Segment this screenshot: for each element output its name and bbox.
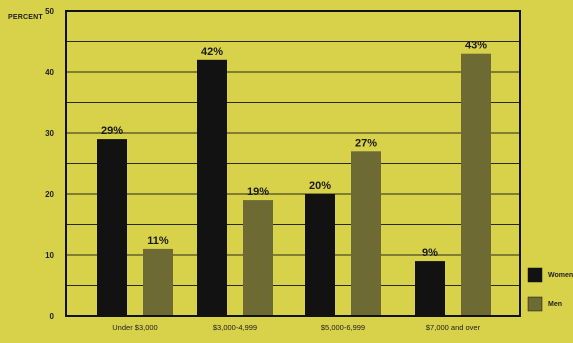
data-label: 19% xyxy=(247,186,269,198)
bar-men xyxy=(351,151,381,316)
legend-label-women: Women xyxy=(548,272,573,279)
y-tick-label: 50 xyxy=(45,7,54,16)
data-label: 11% xyxy=(147,235,169,247)
y-tick-label: 40 xyxy=(45,68,54,77)
plot-frame xyxy=(65,10,521,317)
bar-women xyxy=(415,261,445,316)
data-label: 42% xyxy=(201,46,223,58)
category-label: $7,000 and over xyxy=(426,323,481,332)
legend-swatch-men xyxy=(527,296,543,312)
bar-men xyxy=(243,200,273,316)
category-label: Under $3,000 xyxy=(112,323,157,332)
legend: Women Men xyxy=(527,267,573,312)
data-label: 27% xyxy=(355,137,377,149)
y-tick-label: 0 xyxy=(50,312,55,321)
y-tick-label: 10 xyxy=(45,251,54,260)
data-label: 20% xyxy=(309,180,331,192)
category-label: $5,000-6,999 xyxy=(321,323,365,332)
bar-women xyxy=(97,139,127,316)
legend-label-men: Men xyxy=(548,301,562,308)
data-label: 43% xyxy=(465,40,487,52)
bar-men xyxy=(461,53,491,316)
y-axis-label: PERCENT xyxy=(8,14,43,21)
bar-men xyxy=(143,248,173,316)
data-labels: 29% 11% 42% 19% 20% 27% 9% 43% xyxy=(101,40,487,259)
legend-swatch-women xyxy=(527,267,543,283)
bar-women xyxy=(197,59,227,317)
category-label: $3,000-4,999 xyxy=(213,323,257,332)
data-label: 9% xyxy=(422,247,438,259)
gridlines xyxy=(66,41,520,286)
bars xyxy=(97,53,491,317)
data-label: 29% xyxy=(101,125,123,137)
category-labels: Under $3,000 $3,000-4,999 $5,000-6,999 $7,0… xyxy=(112,323,480,332)
y-axis-ticks: 0 10 20 30 40 50 xyxy=(45,7,54,321)
y-tick-label: 30 xyxy=(45,129,54,138)
bar-women xyxy=(305,194,335,316)
y-tick-label: 20 xyxy=(45,190,54,199)
